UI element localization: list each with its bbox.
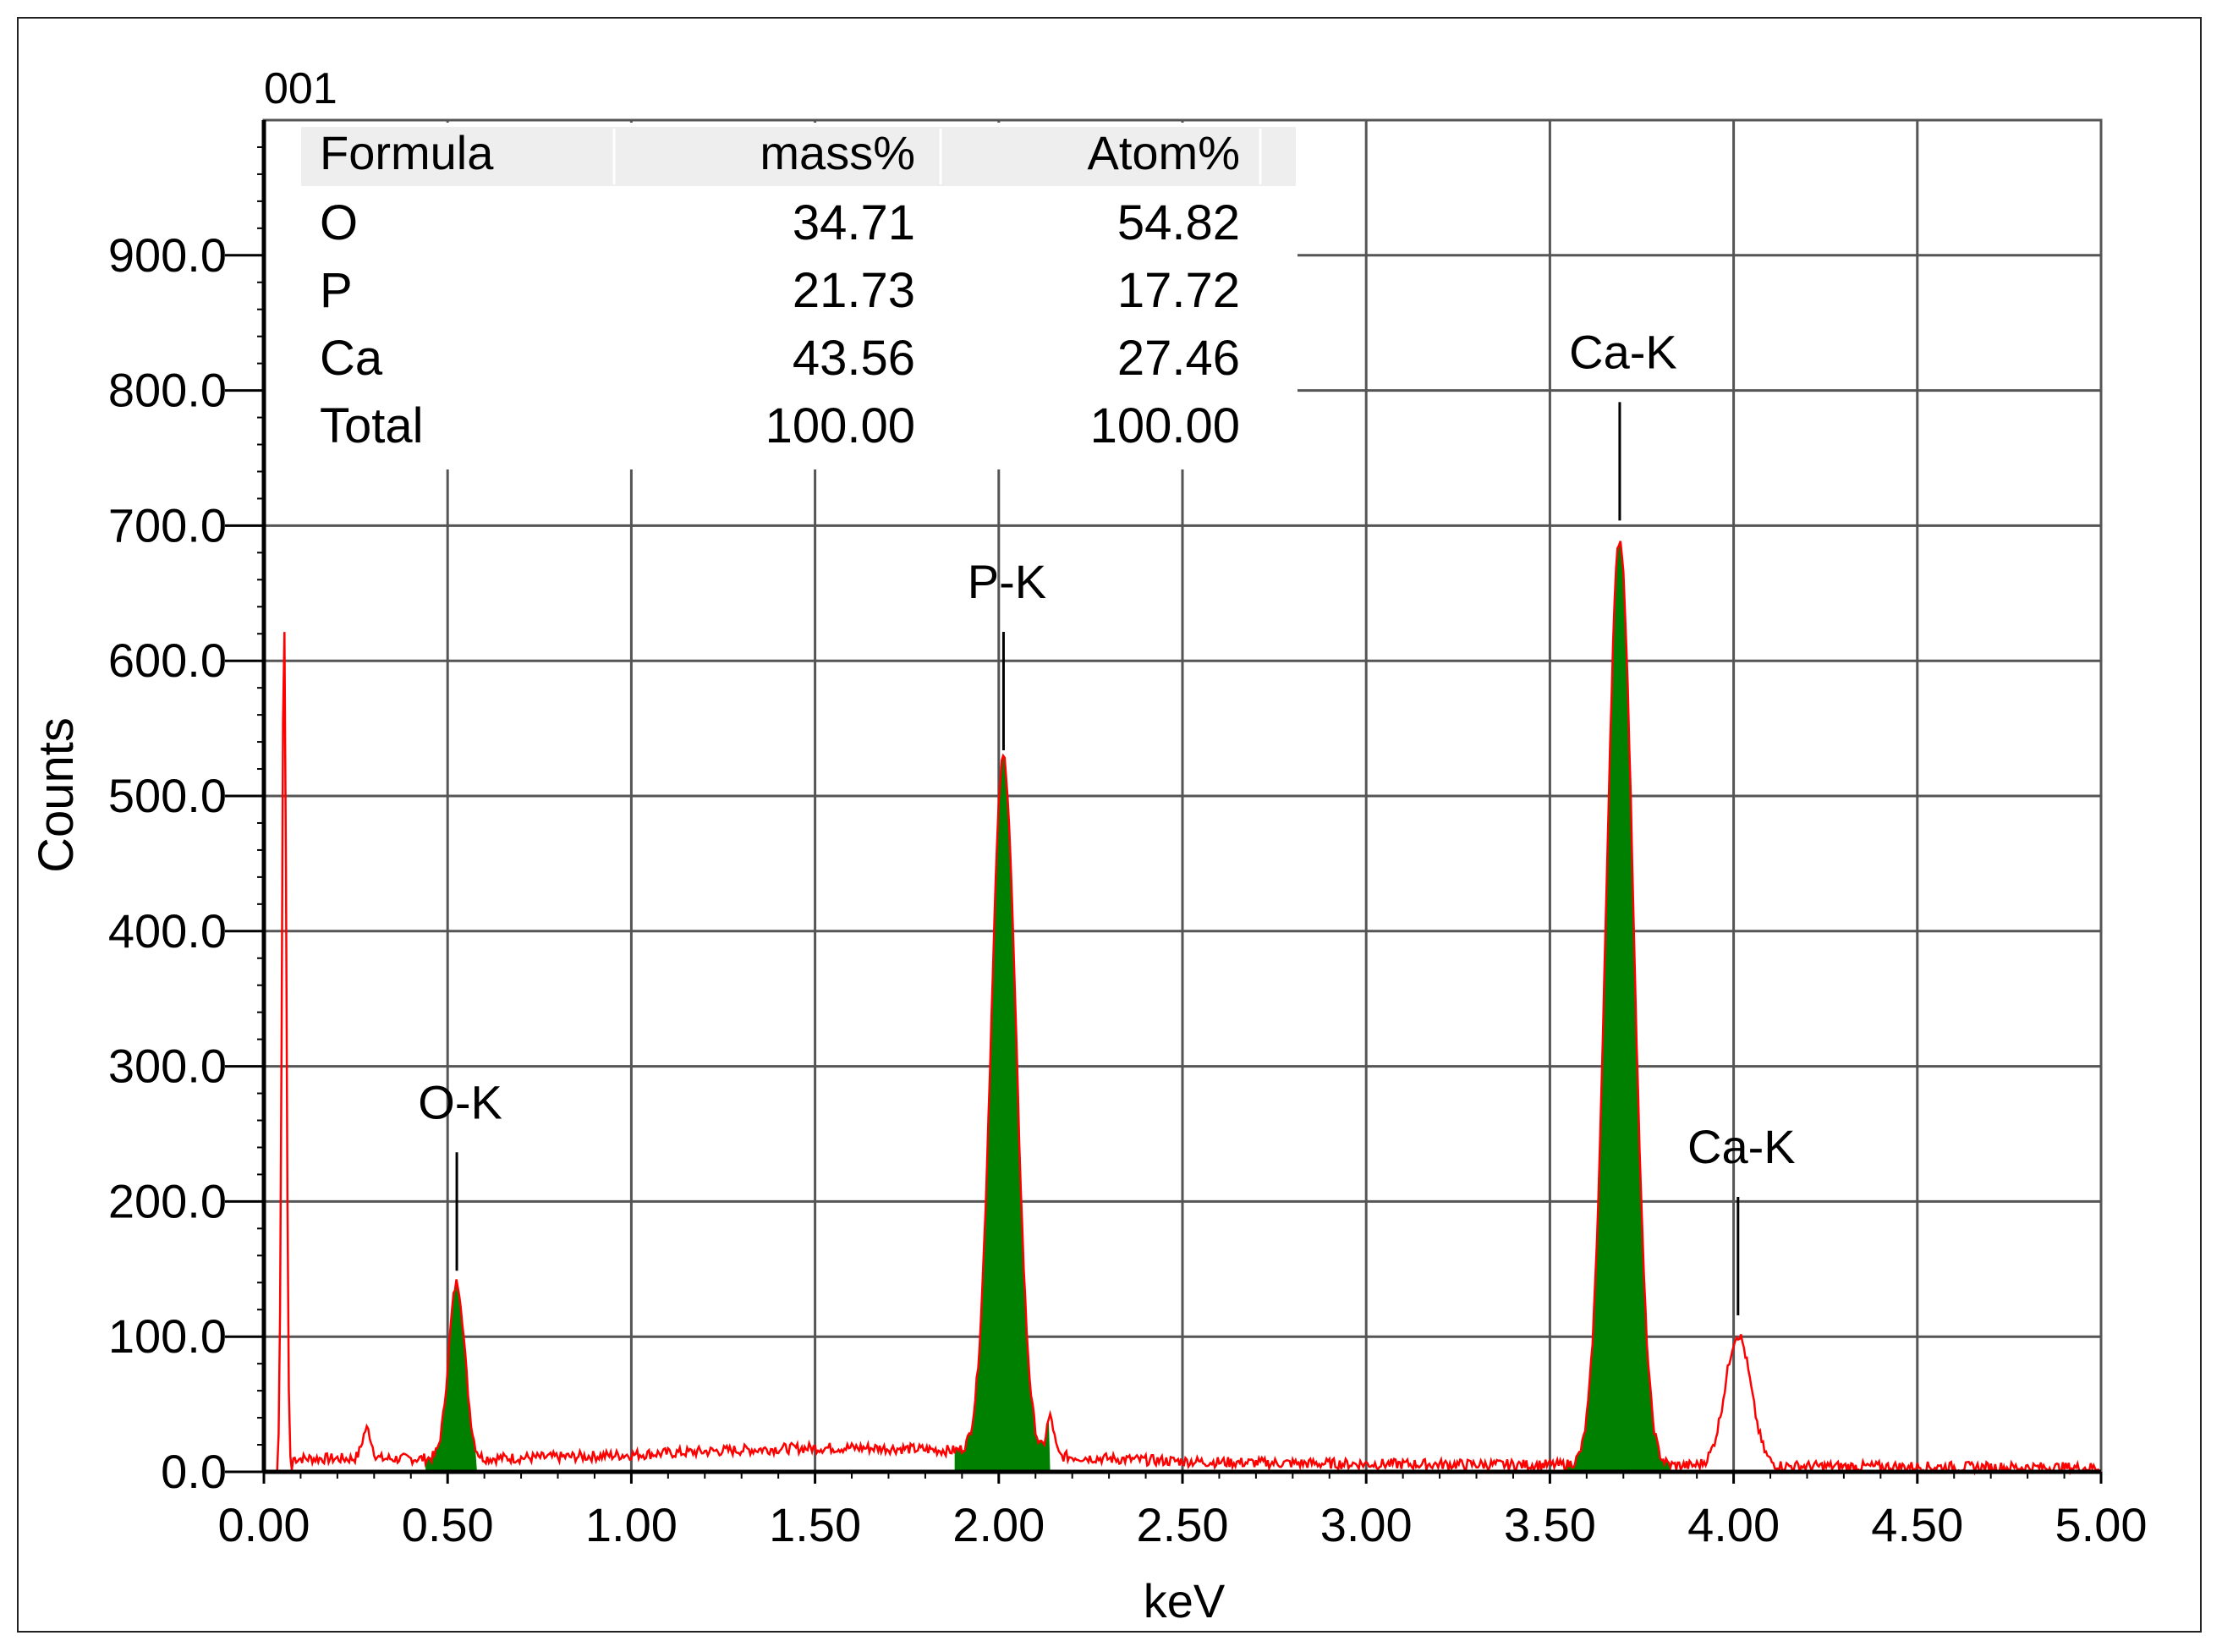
table-cell-atom: 17.72	[1117, 263, 1240, 318]
table-cell-mass: 100.00	[765, 398, 915, 453]
peak-fill-p-k	[954, 755, 1051, 1472]
x-tick-label: 0.00	[218, 1498, 310, 1551]
table-cell-mass: 43.56	[793, 331, 915, 386]
y-tick-label: 400.0	[108, 904, 227, 958]
chart-frame	[17, 17, 2202, 1633]
spectrum-line	[264, 541, 2102, 1476]
x-tick-label: 5.00	[2055, 1498, 2148, 1551]
table-header-background	[301, 127, 1296, 186]
y-tick-label: 100.0	[108, 1309, 227, 1363]
peak-fill-layer	[425, 541, 1671, 1473]
y-tick-label: 200.0	[108, 1174, 227, 1227]
table-cell-atom: 100.00	[1090, 398, 1240, 453]
x-tick-label: 2.00	[952, 1498, 1045, 1551]
peak-label: P-K	[968, 555, 1046, 608]
table-cell-element: P	[320, 263, 353, 318]
x-axis-label: keV	[1144, 1574, 1226, 1627]
table-header-mass: mass%	[760, 126, 915, 179]
peak-fill-o-k	[425, 1279, 477, 1472]
composition-table: Formula mass% Atom% O 34.71 54.82 P 21.7…	[266, 123, 1298, 469]
table-cell-element: Ca	[320, 331, 383, 386]
table-cell-atom: 54.82	[1117, 195, 1240, 250]
y-tick-label: 600.0	[108, 634, 227, 687]
x-tick-label: 1.00	[585, 1498, 678, 1551]
y-tick-label: 0.0	[161, 1445, 227, 1498]
x-tick-label: 4.00	[1687, 1498, 1780, 1551]
peak-label: O-K	[418, 1075, 502, 1128]
table-cell-element: Total	[320, 398, 424, 453]
y-tick-label: 700.0	[108, 498, 227, 552]
peak-fill-ca-k	[1564, 541, 1671, 1473]
y-tick-label: 500.0	[108, 769, 227, 822]
y-tick-label: 300.0	[108, 1040, 227, 1093]
table-cell-element: O	[320, 195, 358, 250]
y-axis-label: Counts	[29, 717, 84, 873]
y-tick-label: 800.0	[108, 364, 227, 417]
table-header-formula: Formula	[320, 126, 494, 179]
peak-marker-layer: O-K P-K Ca-K Ca-K	[418, 325, 1796, 1315]
chart-title: 001	[264, 64, 337, 113]
peak-label: Ca-K	[1687, 1120, 1796, 1173]
x-tick-label: 1.50	[769, 1498, 861, 1551]
table-cell-atom: 27.46	[1117, 331, 1240, 386]
table-header-atom: Atom%	[1088, 126, 1241, 179]
x-tick-label: 0.50	[402, 1498, 494, 1551]
table-cell-mass: 21.73	[793, 263, 915, 318]
spectrum-line-layer	[264, 541, 2102, 1476]
x-tick-label: 3.00	[1320, 1498, 1413, 1551]
peak-label: Ca-K	[1569, 325, 1677, 378]
table-cell-mass: 34.71	[793, 195, 915, 250]
x-tick-label: 2.50	[1137, 1498, 1229, 1551]
axis-layer: 0.00 0.50 1.00 1.50 2.00 2.50 3.00 3.50 4.00 4.50…	[108, 120, 2148, 1551]
x-tick-label: 4.50	[1871, 1498, 1963, 1551]
x-tick-label: 3.50	[1504, 1498, 1596, 1551]
y-tick-label: 900.0	[108, 228, 227, 282]
